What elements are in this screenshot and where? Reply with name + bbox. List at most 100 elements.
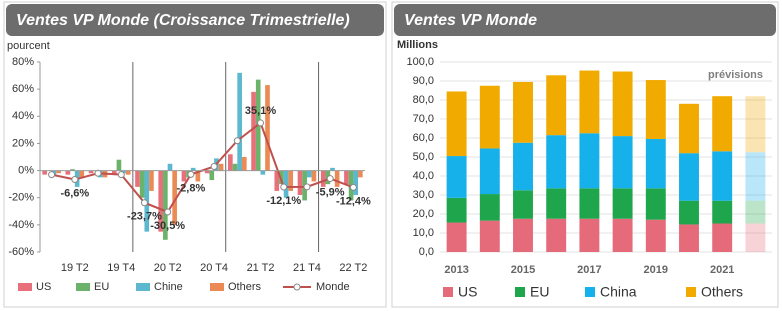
y-tick-label: 100,0 (406, 56, 434, 68)
bar (288, 170, 294, 191)
bar (42, 170, 47, 175)
x-tick-label: 20 T2 (154, 262, 182, 274)
bar (158, 170, 164, 232)
bar (645, 219, 666, 252)
y-tick-label: -20% (8, 192, 34, 204)
x-tick-label: 22 T2 (339, 262, 367, 274)
bar (546, 188, 567, 219)
bar (279, 170, 284, 185)
legend-label: EU (530, 284, 549, 300)
bar (479, 194, 500, 221)
legend-swatch (136, 283, 150, 291)
bar (712, 223, 733, 252)
y-tick-label: 60% (12, 83, 34, 95)
bar (546, 75, 567, 136)
bar (167, 163, 173, 171)
y-tick-label: 40,0 (413, 170, 434, 182)
legend-label: US (36, 281, 51, 293)
bar (190, 167, 196, 171)
point (303, 183, 311, 191)
bar (579, 133, 600, 189)
y-tick-label: 80% (12, 56, 34, 68)
bar (353, 170, 359, 195)
legend-swatch (686, 287, 696, 297)
x-tick-label: 21 T4 (293, 262, 321, 274)
bar (745, 223, 766, 252)
bar (121, 170, 126, 174)
bar (139, 170, 145, 198)
legend-swatch (76, 283, 90, 291)
bar (241, 157, 247, 171)
bar (334, 170, 340, 187)
bar (513, 142, 533, 191)
x-tick-label: 21 T2 (247, 262, 275, 274)
bar (330, 167, 335, 171)
bar (546, 135, 567, 189)
bar (612, 136, 633, 189)
x-tick-label: 2021 (710, 264, 734, 276)
bar (274, 170, 280, 191)
bar (218, 163, 224, 171)
bar (311, 170, 317, 182)
bar (70, 169, 75, 171)
bar (344, 170, 349, 185)
bar (283, 170, 289, 198)
data-label: -23,7% (127, 211, 162, 223)
bar (579, 188, 600, 219)
bar (116, 159, 122, 171)
legend-label: US (458, 284, 477, 300)
chart-title: Ventes VP Monde (404, 12, 537, 29)
bar (479, 220, 500, 252)
y-tick-label: 0% (18, 164, 34, 176)
chart-title: Ventes VP Monde (Croissance Trimestriell… (16, 12, 350, 29)
bar (237, 72, 242, 171)
legend-label: Monde (316, 281, 350, 293)
data-label: -12,4% (336, 195, 371, 207)
y-axis-title: pourcent (7, 40, 50, 52)
y-tick-label: 80,0 (413, 94, 434, 106)
bar (712, 151, 733, 201)
bar (306, 170, 312, 178)
point (349, 183, 357, 191)
data-label: -2,8% (177, 182, 206, 194)
bar (679, 200, 699, 225)
legend-swatch (293, 283, 301, 291)
bar (645, 188, 666, 220)
bar (612, 218, 633, 252)
legend-swatch (18, 283, 32, 291)
y-tick-label: 20,0 (413, 208, 434, 220)
bar (446, 197, 467, 223)
y-axis-title: Millions (397, 39, 438, 51)
bar (125, 170, 131, 175)
x-tick-label: 19 T2 (61, 262, 89, 274)
bar (111, 170, 117, 175)
y-tick-label: -40% (8, 219, 34, 231)
point (71, 176, 79, 184)
bar (297, 170, 303, 195)
x-tick-label: 2017 (577, 264, 601, 276)
bar (358, 170, 363, 178)
data-label: -5,9% (316, 186, 345, 198)
bar (479, 85, 500, 149)
bar (181, 170, 187, 182)
panel (3, 1, 387, 308)
point (94, 169, 102, 177)
y-tick-label: 20% (12, 137, 34, 149)
bar (446, 91, 467, 157)
point (164, 208, 172, 216)
bar (260, 170, 266, 175)
bar (320, 170, 326, 187)
point (280, 183, 288, 191)
point (233, 137, 241, 145)
y-tick-label: 10,0 (413, 227, 434, 239)
x-tick-label: 2015 (511, 264, 535, 276)
legend-swatch (210, 283, 224, 291)
point (140, 199, 148, 207)
bar (612, 71, 633, 137)
bar (446, 156, 467, 198)
bar (251, 91, 256, 171)
bar (149, 170, 154, 191)
bar (679, 224, 699, 252)
y-tick-label: 40% (12, 110, 34, 122)
